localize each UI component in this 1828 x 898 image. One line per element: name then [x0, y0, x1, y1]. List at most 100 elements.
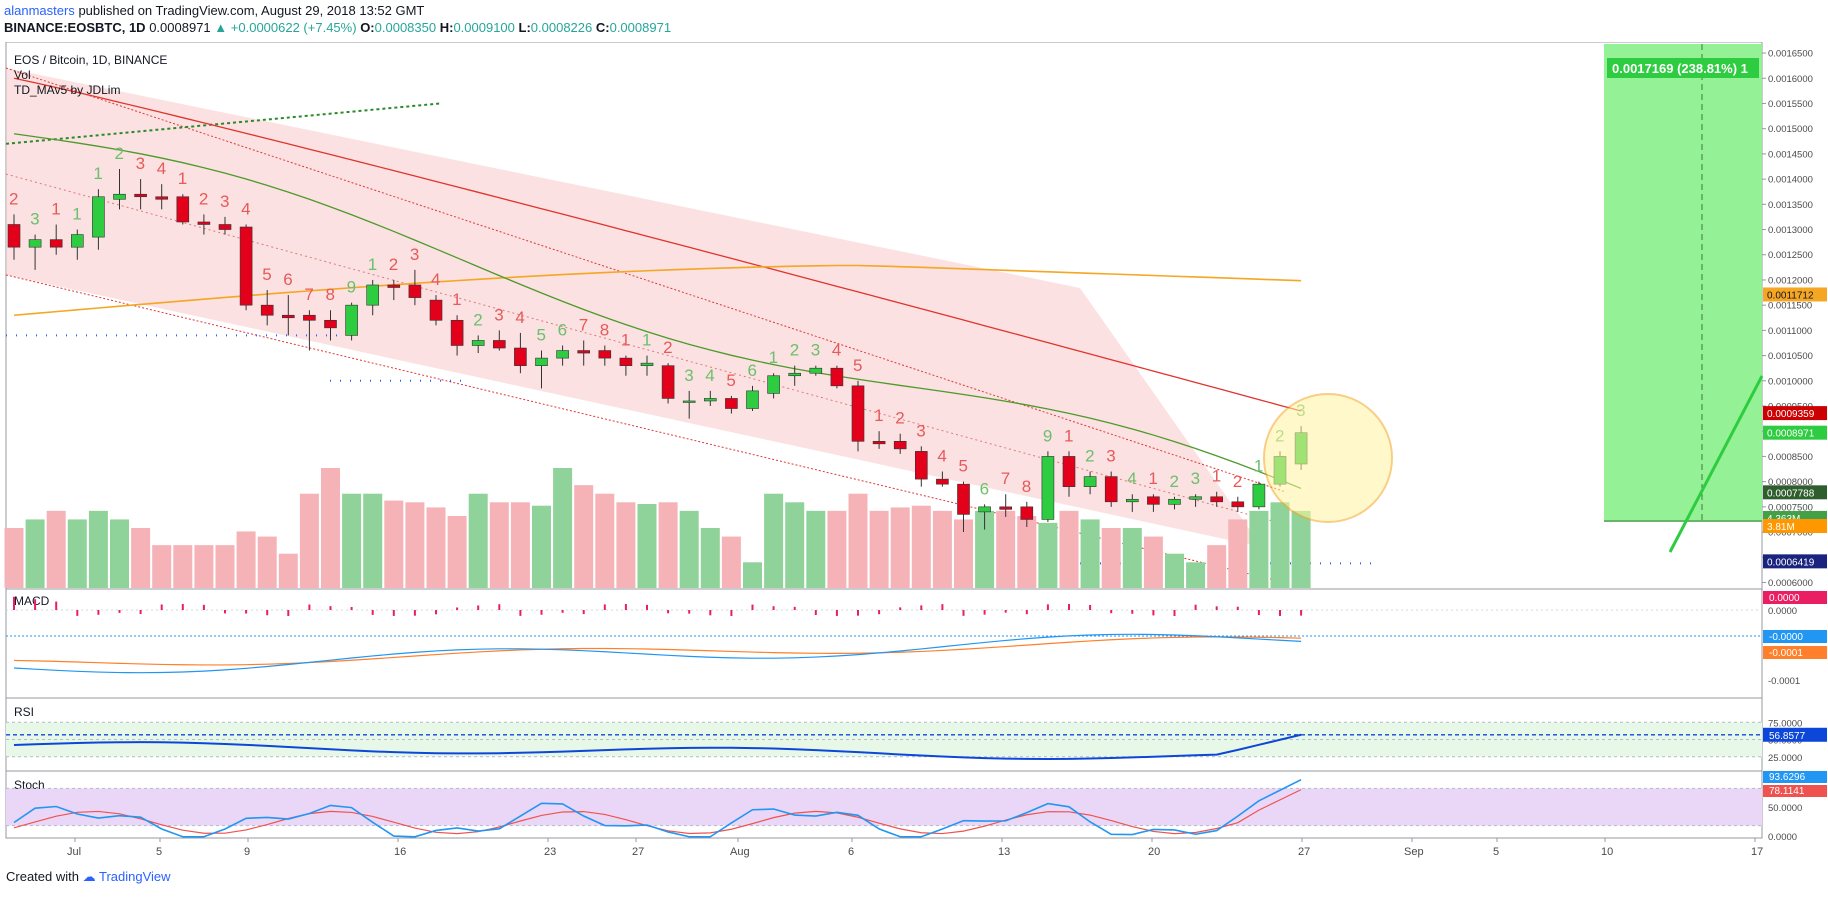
- volume-bar: [595, 493, 615, 588]
- footer: Created with ☁ TradingView: [6, 869, 171, 885]
- candle-body: [703, 398, 717, 402]
- td-count-label: 1: [452, 290, 461, 309]
- channel-upper: [5, 67, 1286, 493]
- volume-bar: [1249, 510, 1269, 588]
- candle-body: [387, 284, 401, 288]
- chart-title: EOS / Bitcoin, 1D, BINANCE: [14, 53, 167, 67]
- candle-body: [1083, 476, 1097, 487]
- td-count-label: 1: [1254, 457, 1263, 476]
- candle-body: [788, 372, 802, 377]
- volume-bar: [616, 502, 636, 588]
- legend-td: TD_MAv5 by JDLim: [14, 83, 120, 97]
- volume-bar: [658, 502, 678, 588]
- td-count-label: 1: [51, 199, 60, 218]
- td-count-label: 1: [642, 331, 651, 350]
- candle-body: [92, 196, 105, 238]
- projection-box: [1604, 44, 1762, 522]
- x-tick-label: 16: [394, 846, 406, 858]
- td-count-label: 3: [1106, 447, 1115, 466]
- volume-bar: [700, 528, 720, 588]
- volume-bar: [954, 519, 973, 588]
- td-count-label: 2: [389, 255, 398, 274]
- td-count-label: 3: [410, 245, 419, 264]
- td-count-label: 2: [790, 341, 799, 360]
- candle-body: [556, 350, 569, 359]
- volume-bar: [1165, 553, 1184, 588]
- candle-body: [682, 400, 696, 403]
- td-count-label: 1: [1064, 426, 1073, 445]
- macd-label-bg: [1763, 646, 1827, 659]
- candle-body: [113, 193, 126, 200]
- y-tick-label: 0.0008000: [1768, 477, 1813, 488]
- td-count-label: 9: [1043, 426, 1052, 445]
- volume-bar: [1270, 502, 1290, 588]
- td-count-label: 8: [600, 320, 609, 339]
- volume-bar: [468, 493, 488, 588]
- price-change: +0.0000622 (+7.45%): [230, 20, 357, 35]
- volume-bar: [489, 502, 509, 588]
- volume-bar: [447, 516, 467, 588]
- x-tick-label: 27: [632, 846, 644, 858]
- td-count-label: 5: [726, 371, 735, 390]
- stoch-label: 78.1141: [1769, 786, 1805, 797]
- candle-body: [1104, 476, 1118, 503]
- price-label-bg: [1763, 519, 1827, 534]
- volume-bar: [152, 545, 172, 588]
- candle-body: [914, 451, 928, 480]
- highlight-circle: [1263, 393, 1393, 523]
- candle-body: [492, 340, 506, 349]
- td-count-label: 1: [621, 331, 630, 350]
- header: alanmasters published on TradingView.com…: [0, 0, 1828, 40]
- candle-body: [577, 350, 591, 354]
- candle-body: [239, 226, 253, 306]
- rsi-label: 56.8577: [1769, 731, 1806, 742]
- price-label: 3.81M: [1767, 522, 1795, 533]
- candle-body: [281, 314, 295, 319]
- candle-body: [450, 319, 464, 346]
- volume-bar: [1143, 536, 1163, 588]
- x-tick-label: 6: [848, 846, 854, 858]
- macd-tick: 0.0000: [1768, 606, 1797, 617]
- y-tick-label: 0.0010500: [1768, 351, 1813, 362]
- y-tick-label: 0.0011500: [1768, 301, 1812, 312]
- author-link[interactable]: alanmasters: [4, 3, 75, 18]
- macd-title: MACD: [14, 594, 50, 608]
- macd-signal-line: [13, 636, 1302, 666]
- volume-bar: [384, 500, 404, 588]
- td-count-label: 6: [558, 320, 567, 339]
- close-label: C:: [595, 20, 610, 35]
- stoch-label-bg: [1763, 785, 1827, 797]
- stoch-title: Stoch: [14, 778, 45, 792]
- rsi-label-bg: [1763, 727, 1827, 742]
- volume-bar: [1080, 519, 1100, 588]
- x-tick-label: 13: [998, 846, 1010, 858]
- price-label: 0.0006419: [1767, 557, 1815, 568]
- price-label: 0.0009359: [1767, 409, 1815, 420]
- stoch-k-line: [13, 779, 1302, 838]
- td-count-label: 5: [537, 326, 546, 345]
- td-count-label: 2: [1085, 447, 1094, 466]
- y-tick-label: 0.0007000: [1768, 528, 1813, 539]
- candle-body: [978, 506, 991, 513]
- x-tick-label: 23: [544, 846, 556, 858]
- candle-body: [725, 398, 738, 409]
- td-count-label: 1: [874, 406, 883, 425]
- tradingview-link[interactable]: TradingView: [99, 869, 171, 884]
- projection-label-bg: [1607, 58, 1759, 78]
- volume-bar: [173, 545, 193, 588]
- td-count-label: 4: [705, 366, 714, 385]
- candle-body: [1252, 483, 1266, 508]
- low-label: L:: [518, 20, 531, 35]
- td-count-label: 2: [9, 189, 18, 208]
- price-label-bg: [1763, 425, 1827, 440]
- td-count-label: 3: [684, 366, 693, 385]
- candle-body: [1168, 498, 1181, 505]
- macd-label-bg: [1763, 630, 1827, 643]
- td-count-label: 6: [748, 361, 757, 380]
- stoch-label: 93.6296: [1769, 772, 1806, 783]
- candle-body: [1147, 496, 1160, 505]
- volume-bar: [1017, 516, 1037, 588]
- x-tick-label: 5: [156, 846, 162, 858]
- created-with-text: Created with: [6, 869, 79, 884]
